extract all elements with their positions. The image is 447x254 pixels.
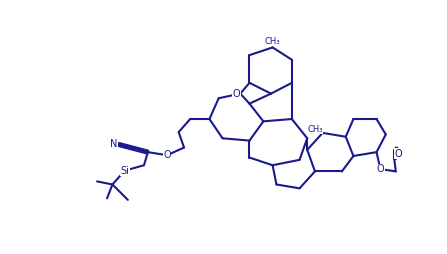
Text: O: O — [376, 164, 384, 174]
Text: CH₃: CH₃ — [265, 37, 280, 46]
Text: CH₃: CH₃ — [307, 124, 323, 134]
Text: Si: Si — [120, 166, 129, 176]
Text: O: O — [394, 149, 402, 159]
Text: O: O — [163, 150, 171, 160]
Text: N: N — [110, 139, 117, 149]
Text: O: O — [232, 89, 240, 99]
